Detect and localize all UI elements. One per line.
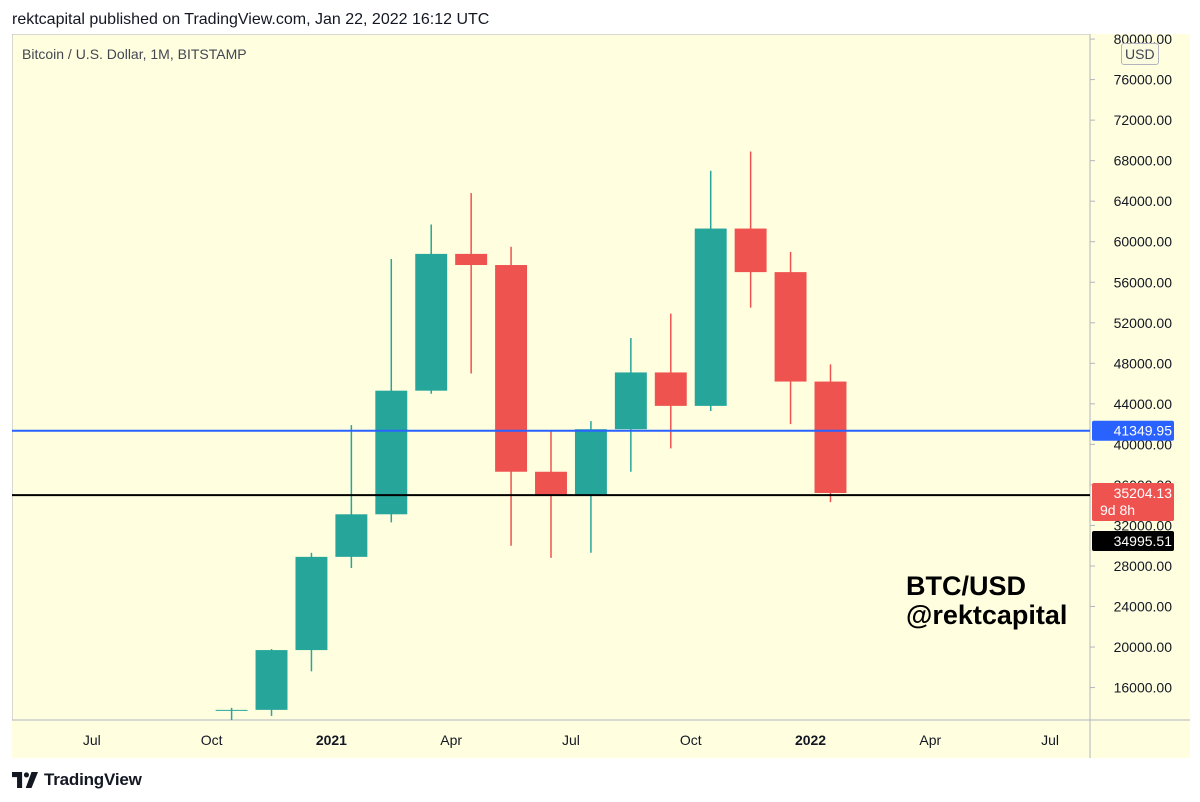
y-tick-label: 56000.00: [1114, 274, 1173, 290]
x-tick-label: Jul: [83, 732, 101, 748]
y-tick-label: 32000.00: [1114, 517, 1173, 533]
candle-body-down: [814, 381, 847, 493]
x-tick-label: Apr: [919, 732, 941, 748]
watermark-pair: BTC/USD: [906, 571, 1026, 601]
candle-body-up: [415, 253, 448, 391]
blue-level-label-bg: [1092, 420, 1174, 441]
current-price-label: 35204.13: [1114, 485, 1173, 501]
y-tick-label: 16000.00: [1114, 680, 1173, 696]
black-level-label-bg: [1092, 530, 1174, 551]
x-tick-label: Jul: [562, 732, 580, 748]
y-tick-label: 64000.00: [1114, 193, 1173, 209]
plot-area: [12, 34, 1091, 721]
candle-body-up: [335, 514, 368, 557]
candle-body-up: [215, 709, 248, 711]
candlestick-chart[interactable]: 16000.00 20000.00 24000.00 28000.00 32000.00…: [12, 34, 1190, 758]
y-tick-label: 20000.00: [1114, 639, 1173, 655]
candle-body-up: [375, 390, 408, 515]
candle-body-up: [694, 228, 727, 406]
author-watermark: BTC/USD @rektcapital: [906, 572, 1067, 630]
watermark-author: @rektcapital: [906, 600, 1068, 630]
candle-body-up: [255, 650, 288, 710]
tradingview-logo-icon[interactable]: [12, 772, 38, 788]
y-tick-label: 44000.00: [1114, 396, 1173, 412]
candle-body-down: [495, 265, 528, 472]
footer-brand[interactable]: TradingView: [44, 770, 142, 789]
footer: TradingView: [12, 766, 412, 794]
candle-body-down: [654, 372, 687, 406]
x-tick-label: Jul: [1041, 732, 1059, 748]
x-tick-label: Apr: [440, 732, 462, 748]
y-tick-label: 28000.00: [1114, 558, 1173, 574]
y-tick-label: 76000.00: [1114, 72, 1173, 88]
candle-body-down: [734, 228, 767, 273]
candle-body-down: [535, 471, 567, 496]
x-tick-label: Oct: [201, 732, 223, 748]
publish-info: rektcapital published on TradingView.com…: [12, 11, 490, 28]
x-tick-label: 2022: [795, 732, 826, 748]
candles-group: [215, 151, 847, 720]
currency-badge[interactable]: USD: [1121, 43, 1159, 65]
y-tick-label: 60000.00: [1114, 234, 1173, 250]
y-tick-label: 68000.00: [1114, 153, 1173, 169]
x-tick-label: 2021: [316, 732, 347, 748]
chart-panel[interactable]: 16000.00 20000.00 24000.00 28000.00 32000.00…: [12, 34, 1190, 758]
candle-countdown-label: 9d 8h: [1100, 502, 1135, 518]
y-tick-label: 24000.00: [1114, 599, 1173, 615]
black-level-label: 34995.51: [1114, 533, 1173, 549]
symbol-title: Bitcoin / U.S. Dollar, 1M, BITSTAMP: [22, 46, 247, 62]
candle-body-up: [574, 429, 607, 496]
y-tick-label: 48000.00: [1114, 355, 1173, 371]
candle-body-up: [295, 556, 328, 651]
x-tick-label: Oct: [680, 732, 702, 748]
y-tick-label: 52000.00: [1114, 315, 1173, 331]
candle-body-down: [455, 253, 488, 266]
current-price-label-bg: [1092, 482, 1174, 521]
candle-body-up: [614, 372, 647, 430]
candle-body-down: [774, 272, 807, 382]
y-tick-label: 72000.00: [1114, 112, 1173, 128]
blue-level-label: 41349.95: [1114, 423, 1173, 439]
